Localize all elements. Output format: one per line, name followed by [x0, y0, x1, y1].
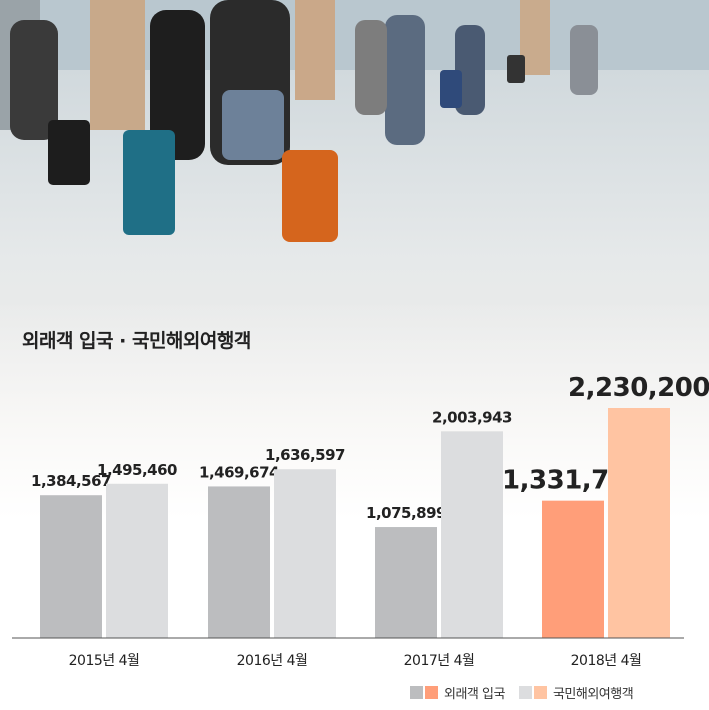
legend-label-series2: 국민해외여행객 — [552, 686, 634, 702]
x-tick-label-1: 2016년 4월 — [237, 653, 308, 669]
legend-label-series1: 외래객 입국 — [444, 686, 505, 702]
x-tick-label-2: 2017년 4월 — [404, 653, 475, 669]
bar-s2-1 — [274, 469, 336, 638]
data-label-s2-0: 1,495,460 — [97, 461, 177, 479]
bar-s2-0 — [106, 483, 168, 638]
data-label-s1-0: 1,384,567 — [31, 472, 111, 490]
bar-s1-1 — [208, 486, 270, 638]
airport-terminal-photo — [0, 0, 709, 520]
legend-swatch-series1-highlight — [425, 685, 438, 699]
bar-s1-2 — [375, 527, 437, 638]
chart-legend: 외래객 입국 국민해외여행객 — [410, 682, 647, 702]
data-label-s1-2: 1,075,899 — [366, 504, 446, 522]
bar-s2-3 — [608, 408, 670, 638]
x-tick-label-0: 2015년 4월 — [69, 653, 140, 669]
x-tick-label-3: 2018년 4월 — [571, 653, 642, 669]
chart-title: 외래객 입국 · 국민해외여행객 — [22, 330, 251, 352]
data-label-s1-1: 1,469,674 — [199, 463, 279, 481]
data-label-s2-3: 2,230,200 — [568, 373, 709, 403]
data-label-s2-2: 2,003,943 — [432, 408, 512, 426]
legend-swatch-series1 — [410, 685, 423, 699]
bar-s1-3 — [542, 500, 604, 638]
legend-swatch-series2-highlight — [533, 685, 547, 699]
legend-swatch-series2 — [518, 685, 532, 699]
data-label-s2-1: 1,636,597 — [265, 446, 345, 464]
bar-s2-2 — [441, 431, 503, 638]
bar-s1-0 — [40, 495, 102, 638]
